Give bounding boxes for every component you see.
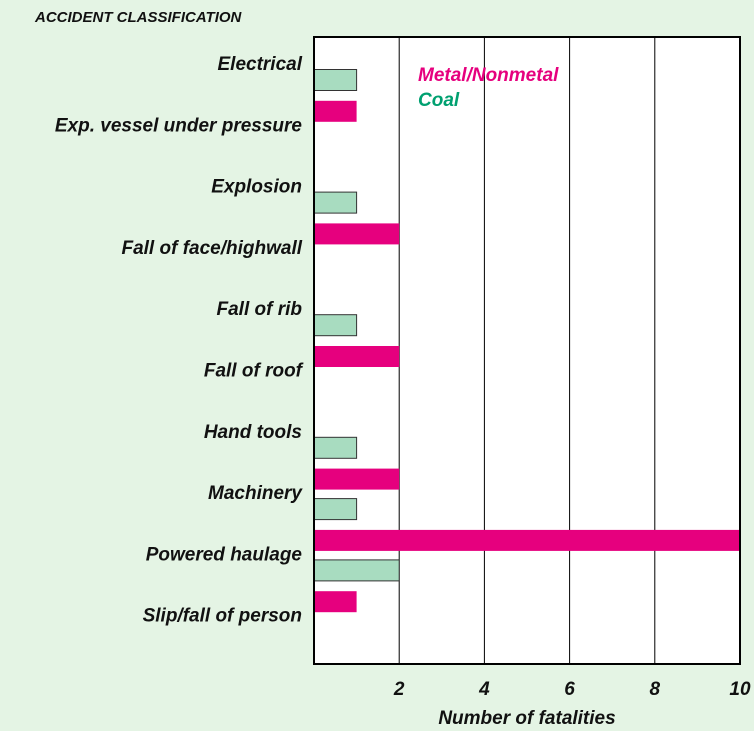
x-tick-label: 6 [564, 679, 575, 700]
bar [314, 468, 400, 490]
y-tick-label: Electrical [218, 54, 303, 75]
x-axis-label: Number of fatalities [438, 708, 615, 729]
y-tick-label: Explosion [211, 177, 302, 198]
bar [314, 100, 357, 122]
bar [314, 591, 357, 613]
bar [314, 223, 400, 245]
y-tick-label: Powered haulage [146, 544, 303, 565]
chart-title: ACCIDENT CLASSIFICATION [34, 9, 243, 26]
y-tick-label: Fall of rib [217, 299, 303, 320]
bar [314, 346, 400, 367]
y-tick-label: Fall of roof [204, 361, 304, 382]
bar [313, 498, 358, 521]
y-tick-label: Machinery [208, 483, 303, 504]
x-tick-label: 10 [729, 679, 751, 700]
x-tick-label: 8 [650, 679, 661, 700]
legend-entry: Metal/Nonmetal [418, 65, 559, 86]
bar [313, 436, 358, 459]
y-tick-label: Hand tools [204, 422, 302, 443]
x-tick-label: 4 [478, 679, 490, 700]
legend-entry: Coal [418, 90, 460, 111]
y-tick-label: Slip/fall of person [143, 606, 302, 627]
bar [313, 191, 358, 214]
bar [314, 529, 740, 551]
x-tick-label: 2 [393, 679, 405, 700]
bar [313, 559, 400, 582]
bar [313, 314, 358, 337]
y-tick-label: Exp. vessel under pressure [55, 115, 303, 136]
y-tick-label: Fall of face/highwall [121, 238, 302, 259]
bar [313, 69, 358, 91]
plot-frame [313, 36, 741, 665]
